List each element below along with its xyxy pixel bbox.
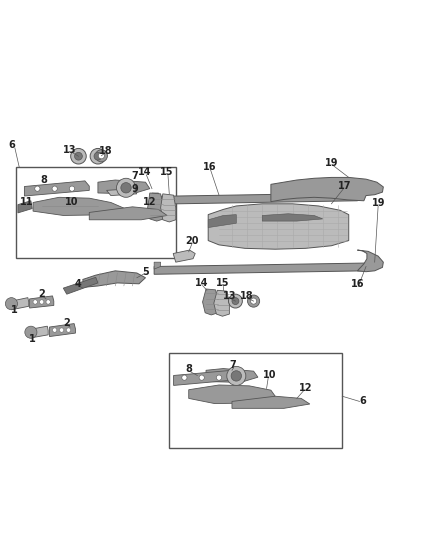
Circle shape xyxy=(121,183,131,193)
Circle shape xyxy=(60,328,64,332)
Text: 5: 5 xyxy=(142,266,149,277)
Text: 16: 16 xyxy=(203,162,216,172)
Circle shape xyxy=(90,149,106,164)
Polygon shape xyxy=(98,180,150,194)
Polygon shape xyxy=(189,385,275,403)
Text: 19: 19 xyxy=(372,198,386,208)
Polygon shape xyxy=(33,197,124,215)
Text: 15: 15 xyxy=(160,167,174,177)
Text: 9: 9 xyxy=(131,184,138,193)
Circle shape xyxy=(117,178,135,197)
Text: 20: 20 xyxy=(185,236,199,246)
Text: 8: 8 xyxy=(185,365,192,374)
Polygon shape xyxy=(154,262,161,269)
Text: 19: 19 xyxy=(325,158,338,168)
Circle shape xyxy=(227,366,246,385)
Circle shape xyxy=(66,328,71,332)
Polygon shape xyxy=(11,297,29,310)
Text: 6: 6 xyxy=(8,140,15,150)
Text: 15: 15 xyxy=(215,278,229,288)
Text: 12: 12 xyxy=(299,383,312,393)
Text: 2: 2 xyxy=(38,289,45,299)
Circle shape xyxy=(74,152,82,160)
Polygon shape xyxy=(152,193,159,199)
Bar xyxy=(16,167,176,258)
Text: 16: 16 xyxy=(351,279,364,289)
Polygon shape xyxy=(89,207,167,220)
Circle shape xyxy=(216,375,222,380)
Circle shape xyxy=(35,186,40,191)
Text: 14: 14 xyxy=(195,278,208,288)
Polygon shape xyxy=(271,177,383,201)
Polygon shape xyxy=(262,214,323,221)
Text: 10: 10 xyxy=(263,369,277,379)
Polygon shape xyxy=(232,396,310,408)
Polygon shape xyxy=(161,194,176,222)
Polygon shape xyxy=(83,271,145,287)
Circle shape xyxy=(52,186,57,191)
Circle shape xyxy=(39,300,44,304)
Text: 17: 17 xyxy=(338,181,351,191)
Text: 14: 14 xyxy=(138,167,152,177)
Text: 13: 13 xyxy=(63,145,77,155)
Bar xyxy=(169,353,342,448)
Polygon shape xyxy=(31,326,48,338)
Text: 1: 1 xyxy=(11,305,18,315)
Circle shape xyxy=(71,149,86,164)
Polygon shape xyxy=(106,189,137,196)
Polygon shape xyxy=(173,370,236,385)
Circle shape xyxy=(33,300,37,304)
Text: 4: 4 xyxy=(75,279,82,289)
Circle shape xyxy=(247,295,260,307)
Circle shape xyxy=(251,298,257,304)
Circle shape xyxy=(99,153,104,159)
Text: 13: 13 xyxy=(223,291,236,301)
Polygon shape xyxy=(152,193,360,204)
Text: 18: 18 xyxy=(240,291,254,301)
Polygon shape xyxy=(25,181,89,196)
Text: 6: 6 xyxy=(359,397,366,407)
Text: 18: 18 xyxy=(99,147,113,157)
Circle shape xyxy=(229,294,242,308)
Text: 12: 12 xyxy=(143,198,156,207)
Polygon shape xyxy=(214,290,230,316)
Circle shape xyxy=(94,152,102,160)
Polygon shape xyxy=(206,368,258,382)
Text: 10: 10 xyxy=(65,198,79,207)
Polygon shape xyxy=(208,204,349,249)
Text: 11: 11 xyxy=(20,198,33,207)
Polygon shape xyxy=(148,193,164,221)
Text: 8: 8 xyxy=(40,175,47,185)
Circle shape xyxy=(231,371,241,381)
Text: 1: 1 xyxy=(29,334,35,344)
Polygon shape xyxy=(154,263,368,274)
Circle shape xyxy=(232,297,239,304)
Text: 7: 7 xyxy=(230,360,236,370)
Circle shape xyxy=(69,186,74,191)
Text: 7: 7 xyxy=(131,171,138,181)
Text: 2: 2 xyxy=(64,318,70,328)
Polygon shape xyxy=(18,201,32,213)
Polygon shape xyxy=(64,277,98,294)
Circle shape xyxy=(95,150,107,162)
Polygon shape xyxy=(202,289,218,315)
Polygon shape xyxy=(208,215,236,228)
Circle shape xyxy=(182,375,187,380)
Polygon shape xyxy=(173,250,195,262)
Circle shape xyxy=(46,300,50,304)
Polygon shape xyxy=(357,250,383,272)
Circle shape xyxy=(25,326,37,338)
Circle shape xyxy=(53,328,57,332)
Circle shape xyxy=(199,375,204,380)
Circle shape xyxy=(5,297,18,310)
Polygon shape xyxy=(49,324,75,336)
Polygon shape xyxy=(30,296,54,308)
